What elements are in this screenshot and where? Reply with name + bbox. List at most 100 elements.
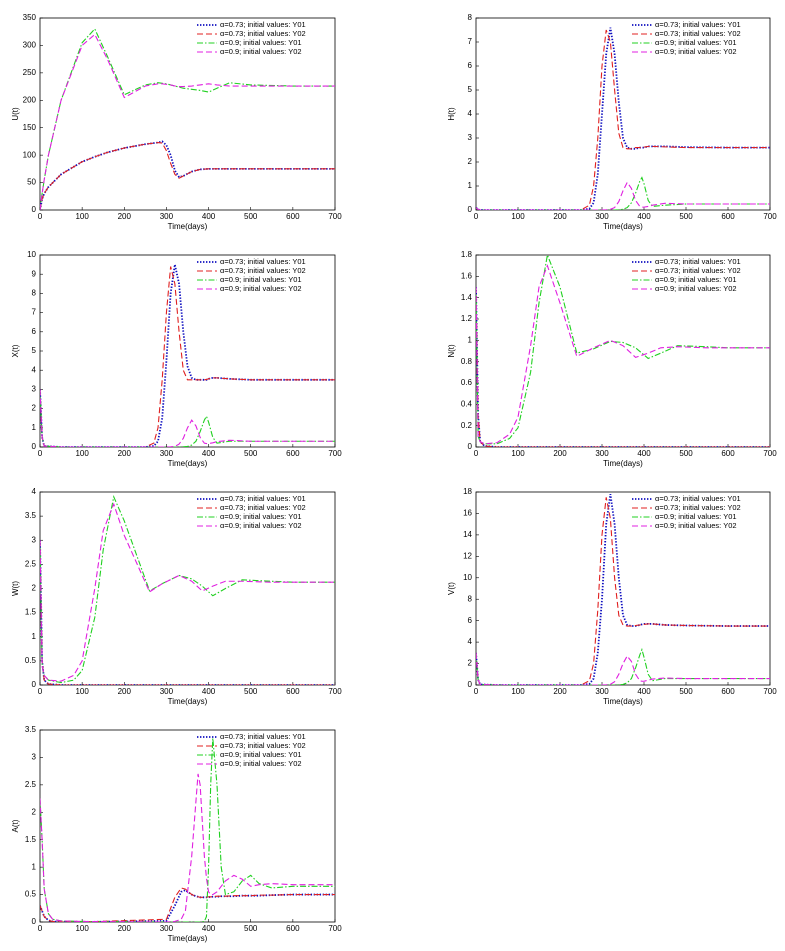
series-group	[40, 264, 335, 447]
y-tick-label: 1	[468, 335, 473, 344]
y-tick-label: 1.5	[25, 608, 37, 617]
y-tick-label: 3	[32, 753, 37, 762]
series-line	[476, 494, 770, 685]
y-axis-label: V(t)	[447, 582, 456, 595]
legend-label: α=0.9; initial values: Y01	[220, 275, 302, 284]
x-tick-label: 100	[511, 212, 525, 221]
x-axis-label: Time(days)	[603, 222, 643, 231]
x-tick-label: 200	[118, 449, 132, 458]
y-tick-label: 1	[32, 423, 37, 432]
y-axis-label: A(t)	[11, 819, 20, 832]
y-axis-label: N(t)	[447, 344, 456, 358]
y-tick-label: 14	[463, 530, 472, 539]
x-tick-label: 300	[595, 687, 609, 696]
series-line	[40, 887, 335, 922]
series-line	[40, 140, 335, 210]
y-tick-label: 3	[32, 385, 37, 394]
series-line	[476, 286, 770, 447]
y-tick-label: 0.5	[25, 890, 37, 899]
x-tick-label: 200	[118, 924, 132, 933]
y-axis-label: W(t)	[11, 581, 20, 596]
x-tick-label: 500	[679, 212, 693, 221]
legend-label: α=0.9; initial values: Y02	[220, 759, 302, 768]
x-tick-label: 500	[244, 449, 258, 458]
x-tick-label: 700	[763, 687, 777, 696]
y-tick-label: 300	[23, 41, 37, 50]
x-tick-label: 700	[328, 924, 342, 933]
legend-label: α=0.9; initial values: Y02	[655, 47, 737, 56]
x-tick-label: 100	[75, 212, 89, 221]
y-tick-label: 150	[23, 123, 37, 132]
y-tick-label: 3	[32, 535, 37, 544]
y-tick-label: 3.5	[25, 511, 37, 520]
y-tick-label: 8	[468, 594, 473, 603]
y-tick-label: 16	[463, 509, 472, 518]
x-tick-label: 600	[721, 687, 735, 696]
legend-label: α=0.9; initial values: Y01	[220, 750, 302, 759]
series-line	[40, 495, 335, 684]
x-tick-label: 0	[38, 687, 43, 696]
y-tick-label: 0.8	[461, 357, 473, 366]
x-tick-label: 0	[38, 924, 43, 933]
y-tick-label: 0	[32, 442, 37, 451]
y-tick-label: 5	[468, 85, 473, 94]
panel: 0 100 200 300 400 500 600 700 0 0.5 1 1.5 2 2.5 3 3.5 Ti…	[11, 725, 342, 943]
legend-label: α=0.73; initial values: Y02	[220, 503, 306, 512]
series-line	[476, 176, 770, 210]
legend-label: α=0.73; initial values: Y01	[220, 494, 306, 503]
x-tick-label: 600	[286, 449, 300, 458]
x-tick-label: 500	[244, 212, 258, 221]
legend-label: α=0.9; initial values: Y01	[220, 512, 302, 521]
x-tick-label: 600	[286, 687, 300, 696]
y-tick-label: 2	[32, 807, 37, 816]
y-tick-label: 1.5	[25, 835, 37, 844]
y-tick-label: 8	[32, 289, 37, 298]
y-tick-label: 4	[32, 365, 37, 374]
panel: 0 100 200 300 400 500 600 700 0 1 2 3 4 5 6 7 8 9 10 Time(d…	[11, 250, 342, 468]
series-line	[476, 27, 770, 210]
y-tick-label: 1.2	[461, 314, 473, 323]
y-tick-label: 2.5	[25, 780, 37, 789]
series-group	[476, 494, 770, 685]
series-group	[40, 495, 335, 685]
y-tick-label: 6	[468, 616, 473, 625]
legend-label: α=0.73; initial values: Y02	[220, 29, 306, 38]
y-tick-label: 4	[468, 637, 473, 646]
legend-label: α=0.73; initial values: Y01	[655, 20, 741, 29]
y-tick-label: 2	[468, 157, 473, 166]
y-tick-label: 0	[468, 205, 473, 214]
plot-frame	[39, 17, 336, 211]
y-tick-label: 6	[468, 61, 473, 70]
y-tick-label: 2	[32, 404, 37, 413]
series-line	[40, 389, 335, 447]
x-tick-label: 100	[75, 924, 89, 933]
x-tick-label: 100	[511, 449, 525, 458]
x-tick-label: 200	[118, 687, 132, 696]
y-tick-label: 1.8	[461, 250, 473, 259]
x-tick-label: 400	[202, 212, 216, 221]
y-tick-label: 18	[463, 487, 472, 496]
y-tick-label: 6	[32, 327, 37, 336]
y-axis-label: H(t)	[447, 107, 456, 121]
y-tick-label: 7	[468, 37, 473, 46]
y-tick-label: 0	[468, 442, 473, 451]
x-tick-label: 600	[286, 924, 300, 933]
x-tick-label: 700	[763, 212, 777, 221]
x-tick-label: 300	[595, 449, 609, 458]
x-axis-label: Time(days)	[603, 459, 643, 468]
legend-label: α=0.73; initial values: Y02	[655, 503, 741, 512]
y-tick-label: 0.6	[461, 378, 473, 387]
y-tick-label: 4	[468, 109, 473, 118]
series-line	[476, 264, 770, 445]
series-line	[40, 389, 335, 447]
x-tick-label: 400	[637, 449, 651, 458]
x-tick-label: 700	[328, 687, 342, 696]
panel: 0 100 200 300 400 500 600 700 0 2 4 6 8 10 12 14 16 18 Tim…	[447, 487, 777, 706]
legend-label: α=0.9; initial values: Y01	[655, 275, 737, 284]
plot-frame	[475, 491, 771, 686]
legend-label: α=0.9; initial values: Y02	[220, 521, 302, 530]
y-tick-label: 1.4	[461, 293, 473, 302]
series-line	[476, 181, 770, 210]
y-tick-label: 0	[32, 917, 37, 926]
